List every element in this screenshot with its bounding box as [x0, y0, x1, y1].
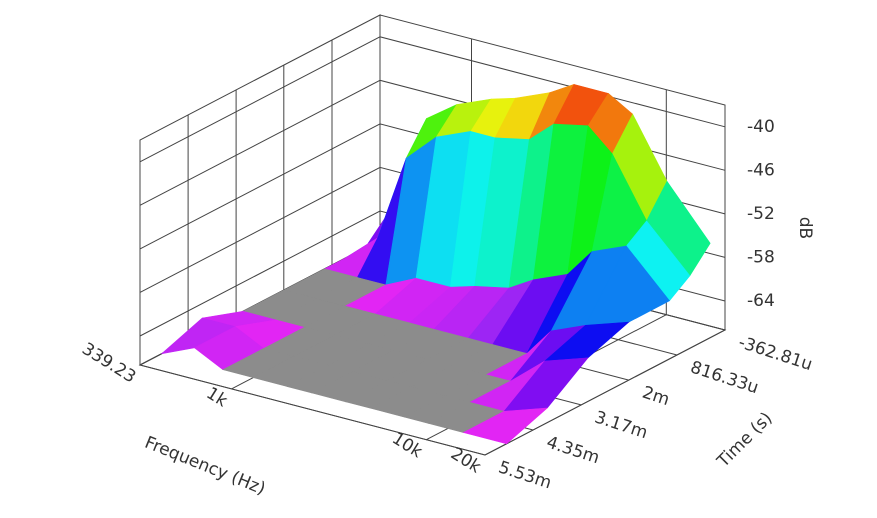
surface — [160, 83, 711, 445]
z-tick-label: -58 — [747, 247, 775, 267]
surface-patch — [462, 407, 549, 445]
y-tick-label: 2m — [640, 383, 672, 410]
z-tick-label: -46 — [747, 160, 775, 180]
y-tick-label: 816.33u — [688, 358, 761, 399]
y-tick-label: 5.53m — [496, 457, 554, 493]
z-tick-label: -40 — [747, 117, 775, 137]
z-axis-label: dB — [795, 217, 815, 239]
z-tick-label: -52 — [747, 204, 775, 224]
y-tick-label: -362.81u — [736, 332, 815, 375]
z-tick-label: -64 — [747, 291, 775, 311]
x-tick-label: 339.23 — [78, 339, 139, 387]
x-tick-label: 10k — [388, 429, 425, 463]
x-tick-label: 20k — [447, 444, 484, 478]
y-tick-label: 4.35m — [544, 432, 602, 468]
grid-line — [139, 140, 486, 456]
x-axis-label: Frequency (Hz) — [142, 433, 268, 500]
y-axis-label: Time (s) — [713, 408, 777, 472]
y-tick-label: 3.17m — [592, 407, 650, 443]
